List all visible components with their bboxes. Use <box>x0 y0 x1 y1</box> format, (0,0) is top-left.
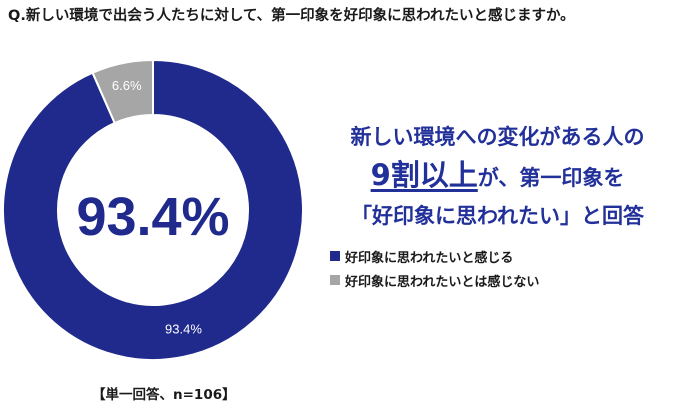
headline-line-3: 「好印象に思われたい」と回答 <box>351 204 644 228</box>
slice-label-1: 6.6% <box>112 78 142 93</box>
headline-line-2: 9割以上が、第一印象を <box>320 156 675 197</box>
legend-label-yes: 好印象に思われたいと感じる <box>345 250 514 266</box>
headline-emphasis: 9割以上 <box>370 158 478 192</box>
donut-chart: 93.4% 93.4% 6.6% <box>0 52 320 372</box>
footnote: 【単一回答、n=106】 <box>92 387 236 403</box>
donut-slice-1 <box>91 58 154 125</box>
legend-item-yes: 好印象に思われたいと感じる <box>330 244 539 268</box>
donut-svg: 93.4% 93.4% 6.6% <box>2 58 304 361</box>
legend-swatch-yes <box>330 251 340 261</box>
legend-label-no: 好印象に思われたいとは感じない <box>345 274 540 290</box>
center-percentage: 93.4% <box>76 187 229 247</box>
legend: 好印象に思われたいと感じる 好印象に思われたいとは感じない <box>330 244 539 292</box>
question-text: Q.新しい環境で出会う人たちに対して、第一印象を好印象に思われたいと感じますか。 <box>8 8 575 24</box>
slice-label-0: 93.4% <box>165 322 202 337</box>
headline: 新しい環境への変化がある人の 9割以上が、第一印象を 「好印象に思われたい」と回… <box>320 118 675 235</box>
legend-swatch-no <box>330 275 340 285</box>
donut-slice-0 <box>2 58 304 361</box>
headline-line-1: 新しい環境への変化がある人の <box>350 125 645 149</box>
headline-line-2-rest: が、第一印象を <box>477 166 625 190</box>
legend-item-no: 好印象に思われたいとは感じない <box>330 268 539 292</box>
